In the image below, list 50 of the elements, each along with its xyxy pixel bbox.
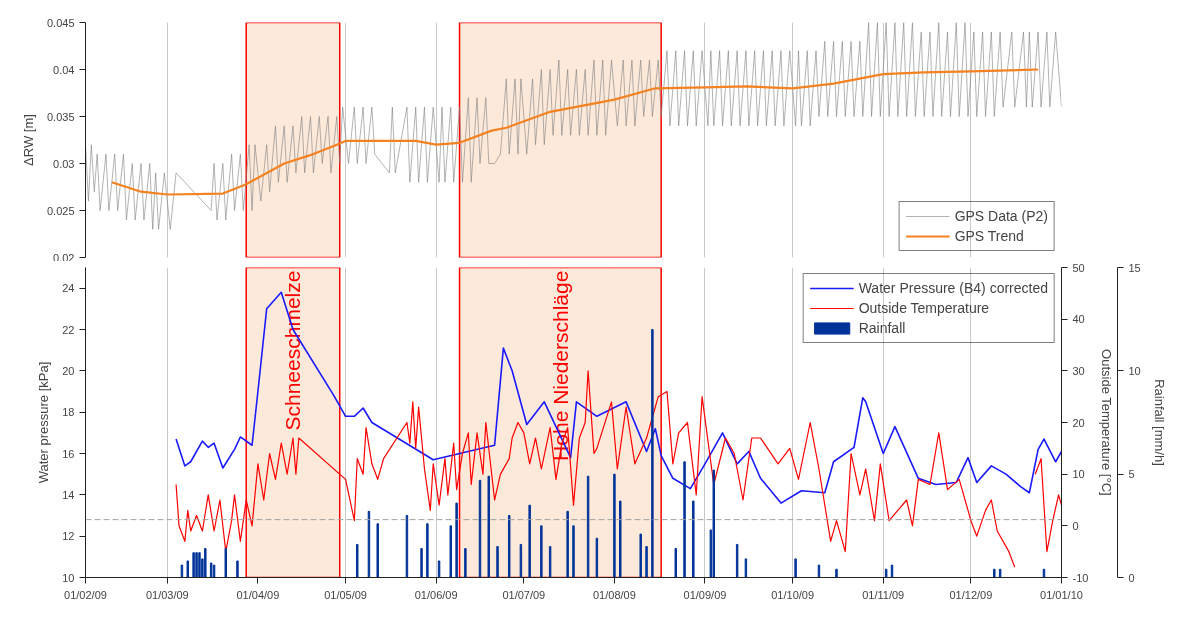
x-tick-label: 01/10/09 <box>771 588 815 601</box>
x-tick-label: 01/07/09 <box>502 588 546 601</box>
y2-tick-label: -10 <box>1072 571 1089 584</box>
y-tick-label: 18 <box>62 406 75 419</box>
x-tick-label: 01/08/09 <box>593 588 636 601</box>
y3-tick-label: 0 <box>1128 571 1135 584</box>
legend-label: Outside Temperature <box>858 300 990 316</box>
y3-tick-label: 15 <box>1128 261 1141 274</box>
y-tick-label: 16 <box>62 447 75 460</box>
y-tick-label: 0.045 <box>46 16 75 29</box>
y-axis-title: ΔRW [m] <box>20 114 36 166</box>
y2-tick-label: 0 <box>1072 519 1079 532</box>
y2-tick-label: 30 <box>1072 364 1085 377</box>
y2-tick-label: 20 <box>1072 416 1085 429</box>
y3-tick-label: 5 <box>1128 468 1135 481</box>
y-axis-title: Water pressure [kPa] <box>36 361 52 484</box>
y-tick-label: 0.04 <box>53 63 75 76</box>
x-tick-label: 01/11/09 <box>862 588 905 601</box>
band-label: Schneeschmelze <box>281 270 305 431</box>
y3-tick-label: 10 <box>1128 364 1141 377</box>
x-tick-label: 01/01/10 <box>1040 588 1083 601</box>
x-tick-label: 01/06/09 <box>414 588 458 601</box>
legend-label: Water Pressure (B4) corrected <box>858 280 1048 296</box>
x-tick-label: 01/02/09 <box>64 588 107 601</box>
legend-label: GPS Data (P2) <box>954 208 1048 224</box>
legend-label: GPS Trend <box>954 228 1024 244</box>
y-tick-label: 20 <box>62 364 75 377</box>
x-tick-label: 01/12/09 <box>949 588 993 601</box>
x-tick-label: 01/04/09 <box>236 588 280 601</box>
legend-label: Rainfall <box>858 320 906 336</box>
y3-axis-title: Rainfall [mm/h] <box>1151 379 1167 466</box>
y-tick-label: 0.02 <box>53 251 75 264</box>
y-tick-label: 0.035 <box>46 110 75 123</box>
y-tick-label: 14 <box>62 488 75 501</box>
y-tick-label: 0.03 <box>53 157 75 170</box>
x-tick-label: 01/09/09 <box>683 588 727 601</box>
y-tick-label: 22 <box>62 323 75 336</box>
band-label: Hohe Niederschläge <box>548 270 572 461</box>
y2-tick-label: 50 <box>1072 261 1085 274</box>
y-tick-label: 0.025 <box>46 204 75 217</box>
x-tick-label: 01/05/09 <box>324 588 367 601</box>
y2-tick-label: 10 <box>1072 468 1085 481</box>
y2-axis-title: Outside Temperature [°C] <box>1099 349 1115 496</box>
line-series <box>85 22 1062 230</box>
y2-tick-label: 40 <box>1072 313 1085 326</box>
y-tick-label: 10 <box>62 571 75 584</box>
line-series <box>110 68 1040 196</box>
y-tick-label: 12 <box>62 530 75 543</box>
y-tick-label: 24 <box>62 282 75 295</box>
x-tick-label: 01/03/09 <box>145 588 189 601</box>
